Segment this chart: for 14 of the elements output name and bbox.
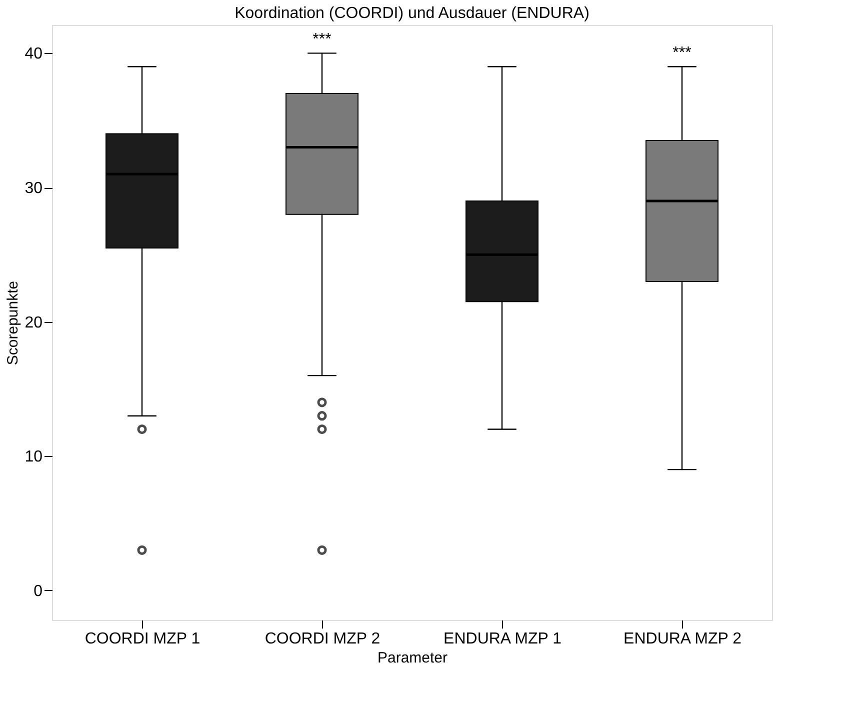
y-tick-label: 10 [24, 448, 43, 466]
y-tick-label: 40 [24, 46, 43, 63]
annotation: *** [312, 31, 332, 48]
y-tick-label: 30 [24, 180, 43, 198]
x-axis-title: Parameter [377, 650, 448, 666]
x-tick-label: COORDI MZP 2 [264, 630, 380, 648]
x-tick-label: ENDURA MZP 1 [444, 630, 562, 648]
x-tick-label: COORDI MZP 1 [84, 630, 200, 648]
y-tick-label: 0 [34, 582, 43, 600]
y-tick-label: 20 [24, 314, 43, 332]
chart-title: Koordination (COORDI) und Ausdauer (ENDURA) [234, 5, 590, 22]
x-tick-label: ENDURA MZP 2 [624, 630, 742, 648]
y-axis-title: Scorepunkte [4, 280, 22, 366]
annotation: *** [672, 44, 692, 62]
